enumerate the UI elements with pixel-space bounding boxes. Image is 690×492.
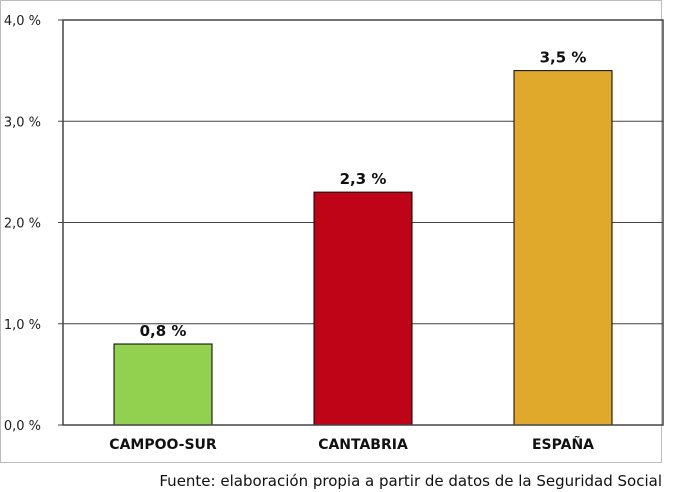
plot-area: [62, 19, 664, 426]
chart-frame: [0, 0, 662, 463]
y-tick-label: 2,0 %: [4, 217, 41, 232]
category-label: CANTABRIA: [318, 437, 408, 453]
bar-campoo-sur: [113, 343, 213, 426]
bars: [113, 70, 613, 426]
bar-chart: 0,0 % 1,0 % 2,0 % 3,0 % 4,0 % 0,8 % 2,3 % 3,5 …: [0, 0, 664, 463]
data-labels: 0,8 % 2,3 % 3,5 %: [140, 49, 587, 340]
bar-cantabria: [313, 191, 413, 426]
category-labels: CAMPOO-SUR CANTABRIA ESPAÑA: [109, 436, 594, 453]
bar-españa: [513, 70, 613, 426]
y-axis-ticks: 0,0 % 1,0 % 2,0 % 3,0 % 4,0 %: [4, 14, 63, 434]
category-label: ESPAÑA: [532, 436, 594, 453]
data-label: 3,5 %: [540, 49, 587, 67]
data-label: 2,3 %: [340, 170, 387, 188]
y-tick-label: 3,0 %: [4, 115, 41, 130]
y-tick-label: 1,0 %: [4, 318, 41, 333]
source-note: Fuente: elaboración propia a partir de d…: [159, 472, 662, 490]
category-label: CAMPOO-SUR: [109, 437, 217, 453]
data-label: 0,8 %: [140, 322, 187, 340]
y-tick-label: 4,0 %: [4, 14, 41, 29]
y-tick-label: 0,0 %: [4, 419, 41, 434]
